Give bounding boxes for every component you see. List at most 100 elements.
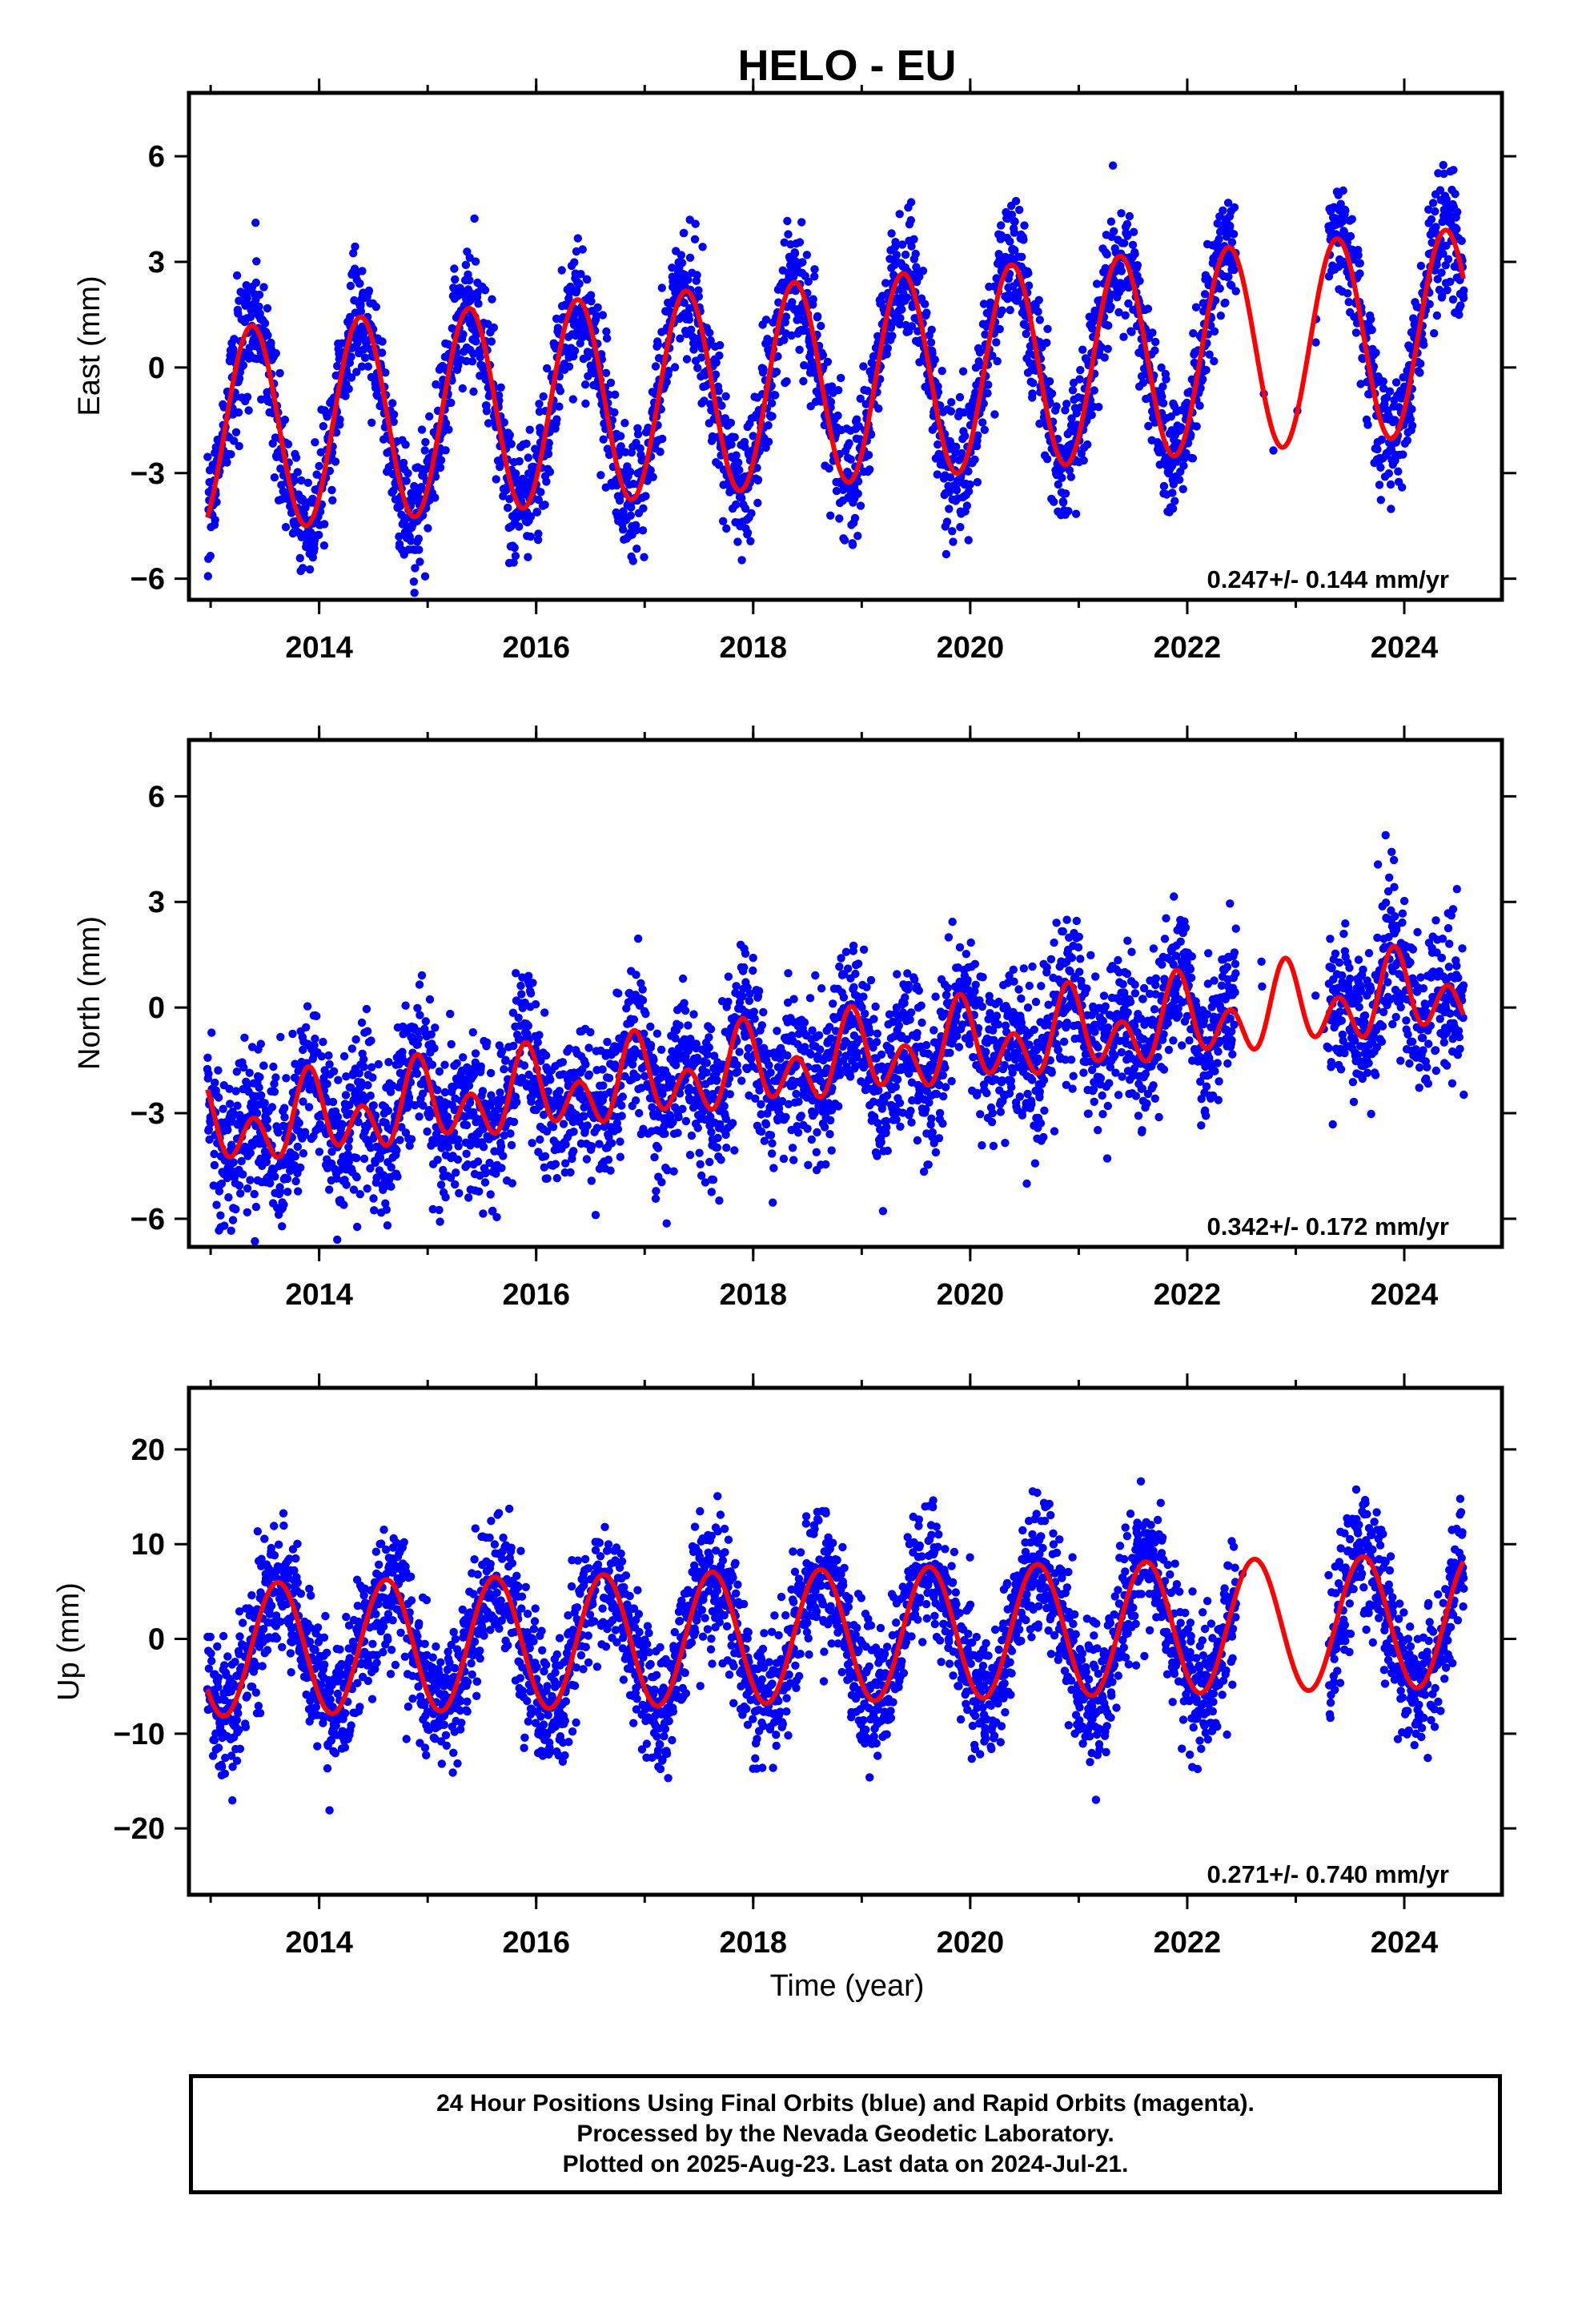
data-point — [541, 1051, 551, 1060]
data-point — [1119, 332, 1128, 341]
data-point — [236, 1189, 245, 1198]
data-point — [1431, 207, 1439, 216]
data-point — [934, 440, 942, 449]
data-point — [352, 1153, 361, 1163]
data-point — [896, 314, 905, 323]
data-point — [1457, 236, 1466, 245]
data-point — [1066, 472, 1076, 481]
data-point — [1367, 325, 1376, 335]
data-point — [735, 465, 744, 475]
data-point — [596, 471, 605, 480]
data-point — [453, 1155, 463, 1164]
data-point — [378, 337, 387, 346]
data-point — [883, 344, 893, 353]
data-point — [415, 1112, 424, 1121]
data-point — [325, 466, 335, 476]
data-point — [282, 1074, 291, 1083]
data-point — [593, 303, 602, 312]
data-point — [209, 1181, 218, 1190]
data-point — [753, 475, 763, 485]
data-point — [1122, 219, 1132, 229]
data-point — [628, 557, 637, 565]
data-point — [368, 1073, 377, 1082]
data-point — [383, 1221, 392, 1230]
data-point — [526, 532, 535, 541]
data-point — [1064, 507, 1073, 516]
data-point — [342, 1180, 351, 1189]
data-point — [696, 1160, 705, 1169]
data-point — [1192, 422, 1201, 431]
data-point — [575, 279, 584, 288]
data-point — [476, 352, 484, 362]
data-point — [204, 1069, 213, 1079]
data-point — [473, 1157, 483, 1166]
data-point — [452, 1059, 461, 1068]
data-point — [339, 1200, 348, 1209]
data-point — [302, 1023, 311, 1032]
data-point — [625, 467, 635, 476]
data-point — [620, 419, 629, 428]
data-point — [280, 416, 290, 424]
data-point — [482, 407, 492, 416]
data-point — [1215, 284, 1224, 293]
data-point — [1173, 457, 1182, 466]
data-point — [349, 249, 358, 258]
data-point — [378, 348, 387, 357]
data-point — [206, 552, 215, 561]
data-point — [319, 422, 327, 431]
data-point — [617, 1112, 626, 1120]
data-point — [974, 431, 982, 440]
data-point — [389, 417, 398, 426]
data-point — [486, 1190, 495, 1199]
data-point — [435, 1067, 444, 1076]
data-point — [1166, 412, 1176, 421]
data-point — [235, 441, 243, 451]
data-point — [687, 1131, 697, 1140]
data-point — [300, 1128, 310, 1136]
data-point — [946, 407, 956, 416]
data-point — [979, 399, 988, 408]
data-point — [370, 1206, 379, 1215]
data-point — [677, 259, 687, 267]
data-point — [741, 504, 750, 513]
data-point — [583, 1121, 592, 1130]
data-point — [270, 473, 279, 482]
data-point — [1188, 454, 1198, 463]
data-point — [1446, 277, 1455, 286]
data-point — [668, 263, 677, 272]
data-point — [512, 469, 520, 478]
data-point — [990, 410, 999, 419]
data-point — [601, 368, 611, 377]
data-point — [1150, 346, 1159, 355]
data-point — [1168, 489, 1177, 497]
data-point — [685, 1151, 695, 1160]
data-point — [246, 1176, 255, 1184]
data-point — [509, 558, 518, 567]
data-point — [906, 198, 916, 207]
data-point — [694, 286, 703, 295]
data-point — [472, 337, 480, 346]
data-point — [1186, 430, 1195, 440]
data-point — [1117, 267, 1126, 275]
east-points — [203, 160, 1468, 597]
data-point — [691, 219, 700, 228]
data-point — [693, 271, 701, 279]
data-point — [1221, 298, 1230, 308]
data-point — [464, 1193, 473, 1202]
data-point — [764, 437, 773, 446]
data-point — [1432, 260, 1441, 269]
east-rate-label: 0.247+/- 0.144 mm/yr — [1207, 565, 1449, 593]
data-point — [685, 315, 694, 324]
data-point — [771, 391, 780, 400]
data-point — [1459, 294, 1468, 303]
data-point — [251, 278, 261, 287]
data-point — [726, 418, 736, 428]
data-point — [780, 336, 789, 344]
data-point — [1398, 483, 1407, 492]
data-point — [513, 513, 522, 521]
data-point — [1219, 206, 1227, 215]
data-point — [1199, 375, 1207, 384]
data-point — [638, 526, 648, 535]
data-point — [362, 1004, 371, 1014]
